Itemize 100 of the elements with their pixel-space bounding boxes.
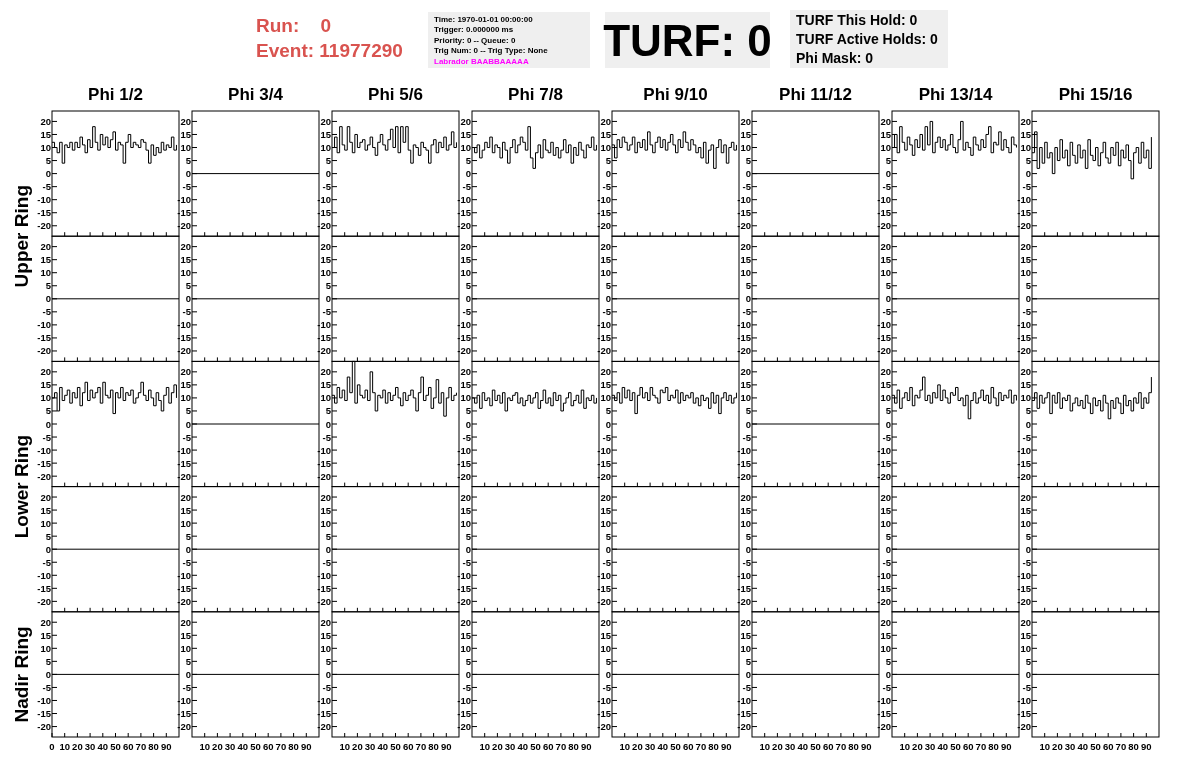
y-tick-label: 20 bbox=[40, 491, 51, 503]
y-tick-label: -10 bbox=[177, 694, 191, 706]
y-tick-label: 0 bbox=[325, 293, 331, 305]
y-tick-label: -15 bbox=[177, 582, 192, 594]
y-tick-label: 0 bbox=[745, 168, 751, 180]
y-tick-label: -15 bbox=[37, 708, 52, 720]
y-tick-label: -5 bbox=[462, 306, 472, 318]
x-tick-label: 60 bbox=[542, 740, 554, 752]
x-tick-label: 30 bbox=[644, 740, 656, 752]
y-tick-label: -5 bbox=[602, 431, 612, 443]
y-tick-label: -20 bbox=[317, 345, 331, 357]
y-tick-label: -20 bbox=[877, 345, 891, 357]
y-tick-label: -20 bbox=[37, 595, 51, 607]
y-tick-label: -15 bbox=[37, 207, 52, 219]
y-tick-label: -10 bbox=[177, 319, 191, 331]
y-tick-label: 15 bbox=[40, 379, 52, 391]
y-tick-label: 5 bbox=[885, 530, 892, 542]
y-tick-label: 15 bbox=[600, 379, 612, 391]
y-tick-label: -20 bbox=[457, 595, 471, 607]
y-tick-label: 20 bbox=[320, 491, 331, 503]
y-tick-label: 10 bbox=[600, 142, 611, 154]
y-tick-label: 15 bbox=[740, 504, 752, 516]
y-tick-label: -20 bbox=[1017, 220, 1031, 232]
y-tick-label: 0 bbox=[185, 543, 191, 555]
y-tick-label: 15 bbox=[180, 254, 192, 266]
y-tick-label: -20 bbox=[597, 470, 611, 482]
x-tick-label: 60 bbox=[402, 740, 414, 752]
y-tick-label: 0 bbox=[45, 293, 51, 305]
y-tick-label: 15 bbox=[880, 504, 892, 516]
y-tick-label: 10 bbox=[600, 642, 611, 654]
y-tick-label: 0 bbox=[605, 293, 611, 305]
x-tick-label: 50 bbox=[530, 740, 541, 752]
y-tick-label: 20 bbox=[600, 366, 611, 378]
x-tick-label: 10 bbox=[59, 740, 70, 752]
x-tick-label: 50 bbox=[250, 740, 261, 752]
y-tick-label: 10 bbox=[1020, 642, 1031, 654]
x-tick-label: 70 bbox=[835, 740, 847, 752]
y-tick-label: 20 bbox=[460, 115, 471, 127]
x-tick-label: 30 bbox=[364, 740, 376, 752]
y-tick-label: -10 bbox=[317, 444, 331, 456]
y-tick-label: -20 bbox=[177, 220, 191, 232]
y-tick-label: 20 bbox=[880, 616, 891, 628]
y-tick-label: 5 bbox=[185, 405, 192, 417]
y-tick-label: 15 bbox=[880, 379, 892, 391]
x-tick-label: 20 bbox=[1052, 740, 1063, 752]
y-tick-label: -5 bbox=[462, 681, 472, 693]
chart-title: Phi 1/2 bbox=[88, 85, 143, 104]
chart-title: Phi 5/6 bbox=[368, 85, 423, 104]
y-tick-label: 10 bbox=[740, 392, 751, 404]
y-tick-label: 5 bbox=[885, 655, 892, 667]
x-tick-label: 90 bbox=[1001, 740, 1012, 752]
y-tick-label: 5 bbox=[185, 280, 192, 292]
y-tick-label: 5 bbox=[185, 655, 192, 667]
y-tick-label: -10 bbox=[877, 194, 891, 206]
x-tick-label: 80 bbox=[848, 740, 859, 752]
text: Trig Num: 0 -- Trig Type: None bbox=[434, 46, 549, 55]
y-tick-label: 10 bbox=[320, 142, 331, 154]
y-tick-label: -20 bbox=[877, 220, 891, 232]
y-tick-label: -5 bbox=[322, 431, 332, 443]
y-tick-label: -10 bbox=[737, 694, 751, 706]
y-tick-label: -10 bbox=[877, 694, 891, 706]
y-tick-label: -15 bbox=[1017, 708, 1032, 720]
y-tick-label: -10 bbox=[877, 444, 891, 456]
y-tick-label: -10 bbox=[877, 319, 891, 331]
y-tick-label: 20 bbox=[880, 491, 891, 503]
y-tick-label: 0 bbox=[465, 418, 471, 430]
y-tick-label: 15 bbox=[180, 379, 192, 391]
y-tick-label: -20 bbox=[37, 470, 51, 482]
x-tick-label: 40 bbox=[377, 740, 389, 752]
x-tick-label: 20 bbox=[632, 740, 643, 752]
y-tick-label: -15 bbox=[737, 582, 752, 594]
x-tick-label: 20 bbox=[352, 740, 363, 752]
y-tick-label: 0 bbox=[745, 668, 751, 680]
y-tick-label: -5 bbox=[882, 556, 892, 568]
y-tick-label: -10 bbox=[37, 319, 51, 331]
y-tick-label: 0 bbox=[885, 293, 891, 305]
y-tick-label: 10 bbox=[40, 267, 51, 279]
y-tick-label: 15 bbox=[320, 254, 332, 266]
y-tick-label: 20 bbox=[460, 366, 471, 378]
y-tick-label: 15 bbox=[1020, 254, 1032, 266]
y-tick-label: 0 bbox=[745, 543, 751, 555]
y-tick-label: -15 bbox=[177, 708, 192, 720]
y-tick-label: 15 bbox=[880, 629, 892, 641]
y-tick-label: -15 bbox=[457, 332, 472, 344]
y-tick-label: -20 bbox=[177, 595, 191, 607]
y-tick-label: 20 bbox=[40, 366, 51, 378]
y-tick-label: -15 bbox=[457, 708, 472, 720]
y-tick-label: -20 bbox=[737, 345, 751, 357]
y-tick-label: -10 bbox=[317, 694, 331, 706]
y-tick-label: 15 bbox=[40, 128, 52, 140]
x-tick-label: 10 bbox=[899, 740, 910, 752]
y-tick-label: 15 bbox=[1020, 504, 1032, 516]
x-tick-label: 10 bbox=[199, 740, 210, 752]
x-tick-label: 70 bbox=[135, 740, 147, 752]
y-axis-title: Nadir Ring bbox=[10, 626, 32, 723]
x-tick-label: 80 bbox=[1128, 740, 1139, 752]
y-tick-label: 10 bbox=[180, 517, 191, 529]
y-tick-label: 0 bbox=[885, 168, 891, 180]
x-tick-label: 60 bbox=[262, 740, 274, 752]
chart-title: Phi 7/8 bbox=[508, 85, 563, 104]
